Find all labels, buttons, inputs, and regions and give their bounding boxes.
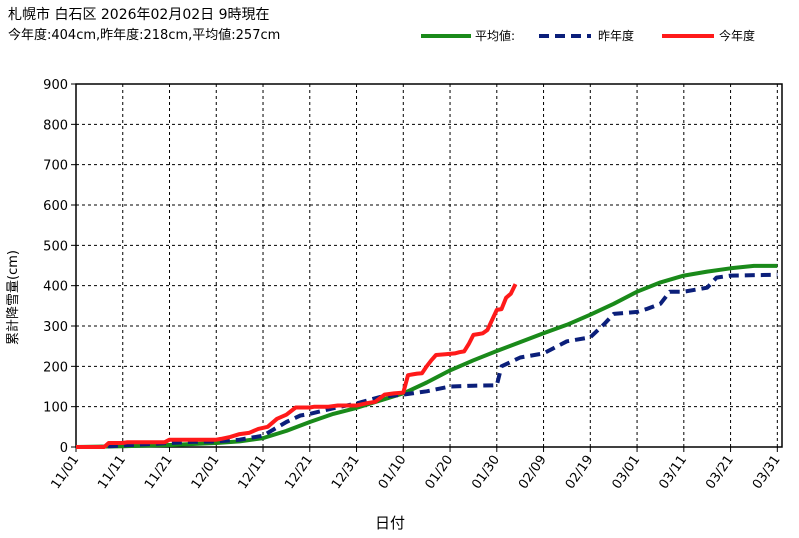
legend-label-average: 平均値: [475,29,516,43]
x-tick-label: 03/21 [703,453,737,492]
y-tick-label: 300 [43,320,68,335]
legend-label-last-year: 昨年度 [598,29,635,43]
y-tick-label: 900 [43,78,68,93]
y-tick-label: 100 [43,401,68,416]
series-line-this-year [76,283,518,449]
y-axis-label: 累計降雪量(cm) [6,250,21,345]
x-tick-label: 03/01 [610,453,644,492]
x-tick-label: 12/21 [282,453,316,492]
legend-label-this-year: 今年度 [719,29,756,43]
x-tick-label: 02/19 [563,453,597,492]
x-tick-label: 01/20 [423,453,457,492]
x-tick-label: 03/31 [750,453,784,492]
x-tick-label: 11/11 [95,453,129,492]
y-tick-label: 800 [43,118,68,133]
axes: 0 100 200 300 400 500 600 700 800 900 11/01 11/11 11… [43,78,783,492]
chart-title: 札幌市 白石区 2026年02月02日 9時現在 [8,7,270,23]
x-tick-label: 11/21 [142,453,176,492]
x-axis-label: 日付 [375,514,406,532]
y-tick-label: 0 [60,441,68,456]
y-tick-label: 600 [43,199,68,214]
y-axis-label-wrap: 累計降雪量(cm) [0,240,21,350]
x-tick-label: 01/30 [469,453,503,492]
x-tick-label: 11/01 [48,453,82,492]
x-tick-label: 02/09 [516,453,550,492]
series [75,263,778,449]
y-tick-label: 400 [43,280,68,295]
x-tick-label: 03/11 [656,453,690,492]
x-tick-label: 01/10 [376,453,410,492]
legend: 平均値: 昨年度 今年度 [421,27,791,45]
y-tick-label: 500 [43,239,68,254]
x-tick-label: 12/11 [236,453,270,492]
chart-subtitle: 今年度:404cm,昨年度:218cm,平均値:257cm [8,28,281,43]
x-tick-label: 12/31 [329,453,363,492]
x-tick-label: 12/01 [189,453,223,492]
grid [76,84,782,447]
y-tick-label: 200 [43,360,68,375]
plot-frame [75,83,783,448]
y-tick-label: 700 [43,159,68,174]
series-line-average [75,263,778,449]
series-line-last-year [76,272,778,449]
